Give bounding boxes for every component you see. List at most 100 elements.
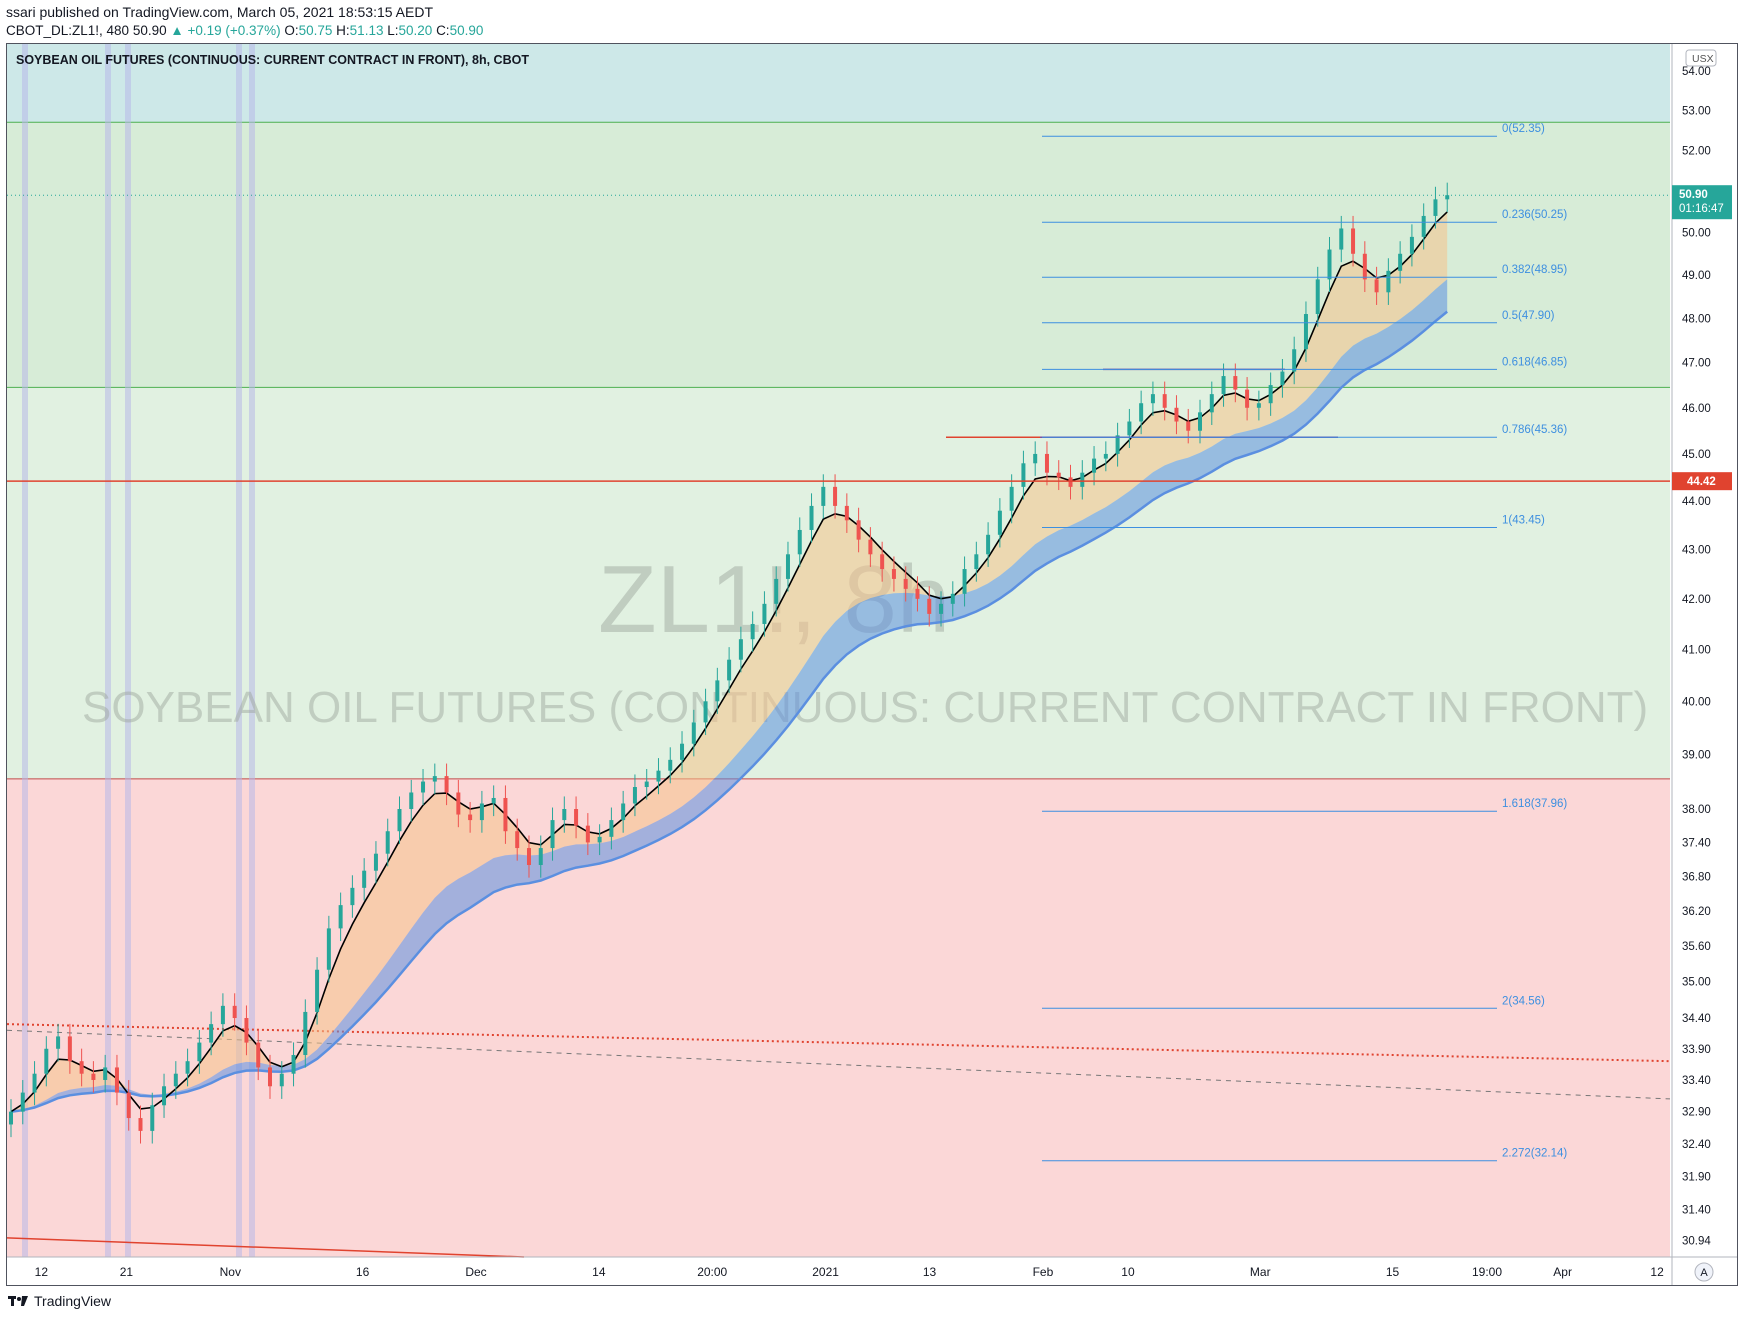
y-tick-label: 43.00 bbox=[1682, 544, 1711, 556]
y-tick-label: 47.00 bbox=[1682, 358, 1711, 370]
candle-body bbox=[114, 1067, 119, 1093]
candle-body bbox=[891, 569, 896, 579]
y-tick-label: 44.00 bbox=[1682, 496, 1711, 508]
candle-body bbox=[997, 510, 1002, 535]
y-tick-label: 32.90 bbox=[1682, 1107, 1711, 1119]
candle-body bbox=[162, 1086, 167, 1106]
candle-body bbox=[32, 1073, 37, 1093]
candle-body bbox=[350, 887, 355, 906]
candle-body bbox=[597, 836, 602, 843]
candle-body bbox=[738, 639, 743, 660]
candle-body bbox=[503, 797, 508, 832]
candle-body bbox=[762, 603, 767, 624]
y-tick-label: 30.94 bbox=[1682, 1236, 1711, 1248]
candle-body bbox=[880, 554, 885, 570]
candle-body bbox=[1198, 412, 1203, 431]
fib-level-label: 1.618(37.96) bbox=[1502, 798, 1567, 810]
candle-body bbox=[138, 1118, 143, 1131]
last-price-tag: 50.90 bbox=[1679, 189, 1708, 201]
candle-body bbox=[1150, 394, 1155, 404]
chart-frame bbox=[6, 43, 1738, 1286]
candle-body bbox=[362, 870, 367, 888]
footer: TradingView bbox=[8, 1293, 111, 1309]
countdown-tag: 01:16:47 bbox=[1679, 203, 1724, 215]
y-tick-label: 52.00 bbox=[1682, 145, 1711, 157]
last-price: 50.90 bbox=[132, 23, 167, 38]
candle-body bbox=[1303, 314, 1308, 350]
candle-body bbox=[1256, 403, 1261, 408]
x-tick-label: 12 bbox=[1650, 1265, 1664, 1279]
candle-body bbox=[727, 659, 732, 681]
fib-level-label: 0.786(45.36) bbox=[1502, 424, 1567, 436]
y-tick-label: 31.90 bbox=[1682, 1171, 1711, 1183]
candle-body bbox=[809, 505, 814, 530]
last-price-box bbox=[1672, 185, 1732, 220]
x-tick-label: 12 bbox=[35, 1265, 49, 1279]
y-tick-label: 31.40 bbox=[1682, 1205, 1711, 1217]
candle-body bbox=[1386, 270, 1391, 293]
zone-top bbox=[7, 44, 1670, 123]
candle-body bbox=[986, 534, 991, 555]
candle-body bbox=[1186, 421, 1191, 431]
candle-body bbox=[20, 1092, 25, 1112]
footer-brand: TradingView bbox=[34, 1293, 112, 1309]
candle-body bbox=[515, 831, 520, 849]
fib-level-label: 0.382(48.95) bbox=[1502, 264, 1567, 276]
y-tick-label: 34.40 bbox=[1682, 1013, 1711, 1025]
low-value: 50.20 bbox=[398, 23, 433, 38]
y-tick-label: 40.00 bbox=[1682, 696, 1711, 708]
symbol-line: CBOT_DL:ZL1!, 480 50.90 ▲ +0.19 (+0.37%)… bbox=[6, 23, 483, 38]
y-tick-label: 35.60 bbox=[1682, 941, 1711, 953]
y-tick-label: 49.00 bbox=[1682, 270, 1711, 282]
candle-body bbox=[303, 1011, 308, 1055]
candle-body bbox=[774, 578, 779, 604]
x-tick-label: 13 bbox=[923, 1265, 937, 1279]
candle-body bbox=[1033, 453, 1038, 464]
candle-body bbox=[421, 781, 426, 793]
candle-body bbox=[656, 770, 661, 782]
candle-body bbox=[1268, 385, 1273, 404]
symbol-name[interactable]: CBOT_DL:ZL1!, 480 bbox=[6, 23, 130, 38]
candle-body bbox=[67, 1036, 72, 1062]
candle-body bbox=[538, 848, 543, 866]
fib-level-label: 0.236(50.25) bbox=[1502, 209, 1567, 221]
candle-body bbox=[173, 1073, 178, 1087]
candle-body bbox=[244, 1018, 249, 1043]
candle-body bbox=[79, 1061, 84, 1074]
session-highlight bbox=[125, 44, 131, 1257]
candle-body bbox=[1398, 253, 1403, 271]
candle-body bbox=[609, 820, 614, 837]
candle-body bbox=[856, 520, 861, 540]
candle-body bbox=[574, 809, 579, 826]
y-tick-label: 35.00 bbox=[1682, 977, 1711, 989]
session-highlight bbox=[249, 44, 255, 1257]
y-tick-label: 36.20 bbox=[1682, 906, 1711, 918]
y-tick-label: 37.40 bbox=[1682, 837, 1711, 849]
candle-body bbox=[844, 505, 849, 521]
candle-body bbox=[868, 539, 873, 555]
high-value: 51.13 bbox=[349, 23, 384, 38]
x-tick-label: Apr bbox=[1553, 1265, 1572, 1279]
x-tick-label: 16 bbox=[356, 1265, 370, 1279]
candle-body bbox=[950, 593, 955, 604]
candle-body bbox=[691, 722, 696, 744]
close-value: 50.90 bbox=[449, 23, 484, 38]
open-value: 50.75 bbox=[298, 23, 333, 38]
candle-body bbox=[91, 1073, 96, 1080]
low-label: L: bbox=[387, 23, 399, 38]
x-tick-label: Nov bbox=[220, 1265, 241, 1279]
candle-body bbox=[409, 792, 414, 810]
x-tick-label: 20:00 bbox=[697, 1265, 727, 1279]
y-tick-label: 41.00 bbox=[1682, 644, 1711, 656]
candle-body bbox=[1139, 403, 1144, 422]
candle-body bbox=[668, 759, 673, 771]
candle-body bbox=[1339, 228, 1344, 250]
fib-level-label: 2.272(32.14) bbox=[1502, 1148, 1567, 1160]
candle-body bbox=[385, 831, 390, 854]
candle-body bbox=[1092, 458, 1097, 473]
y-tick-label: 50.00 bbox=[1682, 228, 1711, 240]
fib-level-label: 0(52.35) bbox=[1502, 123, 1545, 135]
candle-body bbox=[1233, 376, 1238, 390]
x-tick-label: 10 bbox=[1121, 1265, 1135, 1279]
